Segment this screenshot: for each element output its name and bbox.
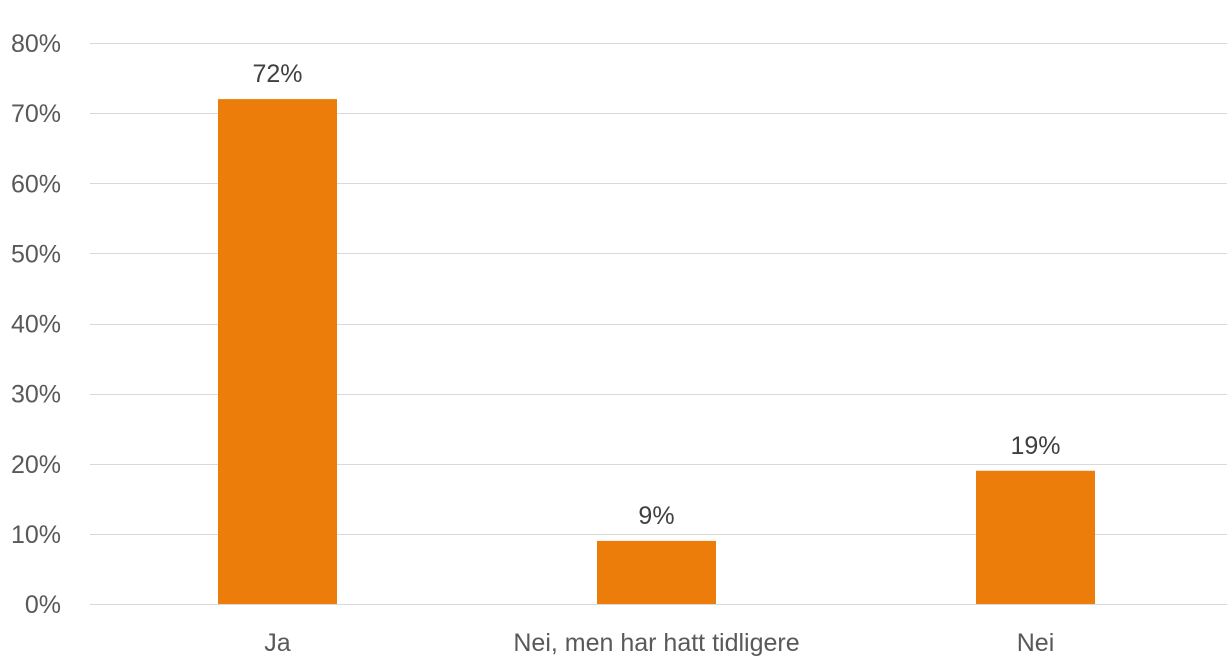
y-tick-label: 70% [11, 100, 61, 128]
bars [218, 99, 1095, 604]
x-axis-category-labels: Ja Nei, men har hatt tidligere Nei [264, 629, 1054, 657]
y-tick-label: 20% [11, 451, 61, 479]
y-tick-label: 40% [11, 311, 61, 339]
bar-1 [597, 540, 716, 604]
x-category-label: Nei, men har hatt tidligere [513, 629, 799, 657]
y-tick-label: 30% [11, 381, 61, 409]
y-axis-tick-labels: 0% 10% 20% 30% 40% 50% 60% 70% 80% [11, 30, 61, 619]
bar-0 [218, 99, 337, 604]
data-label: 19% [1010, 432, 1060, 460]
data-label: 72% [252, 60, 302, 88]
y-tick-label: 10% [11, 521, 61, 549]
y-tick-label: 80% [11, 30, 61, 58]
y-tick-label: 50% [11, 240, 61, 268]
x-category-label: Nei [1017, 629, 1055, 657]
data-labels: 72% 9% 19% [252, 60, 1060, 530]
y-tick-label: 0% [25, 591, 61, 619]
x-category-label: Ja [264, 629, 291, 657]
data-label: 9% [638, 502, 674, 530]
y-tick-label: 60% [11, 170, 61, 198]
bar-2 [976, 470, 1095, 604]
